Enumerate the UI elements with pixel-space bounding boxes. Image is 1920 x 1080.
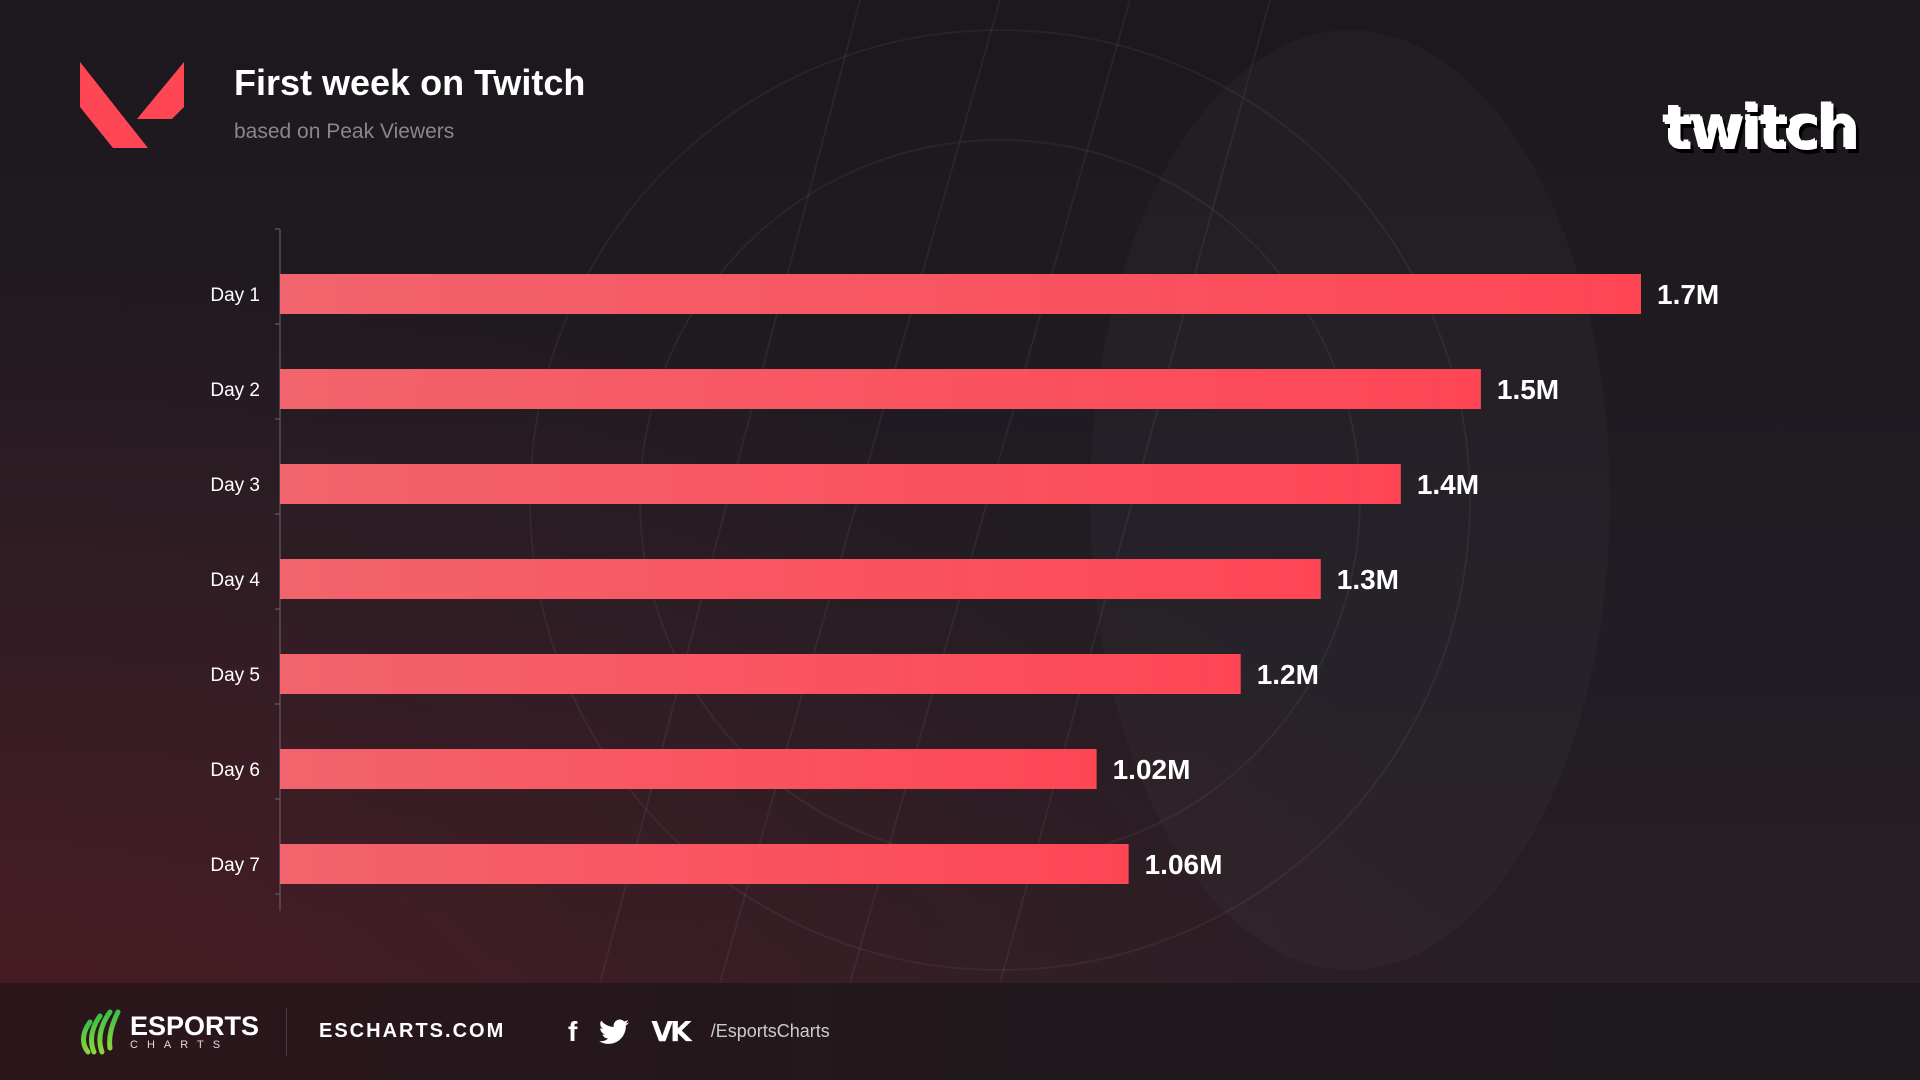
esports-charts-icon (81, 1009, 121, 1054)
vk-icon[interactable]: VK (651, 1015, 691, 1048)
twitch-logo: twitch (1664, 94, 1861, 164)
esports-charts-logo: ESPORTS CHARTS (80, 983, 259, 1080)
bar (280, 559, 1321, 599)
value-label: 1.06M (1145, 849, 1223, 880)
category-label: Day 4 (210, 570, 260, 591)
bar-chart: Day 1 1.7M Day 2 1.5M Day 3 1.4M Day 4 1.3M Day … (210, 228, 1719, 911)
value-label: 1.02M (1113, 754, 1191, 785)
bar (280, 464, 1401, 504)
facebook-icon[interactable]: f (568, 1015, 578, 1047)
bar (280, 844, 1129, 884)
value-label: 1.5M (1497, 374, 1559, 405)
site-link[interactable]: ESCHARTS.COM (319, 1020, 506, 1042)
brand-bottom: CHARTS (130, 1038, 230, 1051)
category-label: Day 1 (210, 285, 260, 306)
bar (280, 749, 1097, 789)
bar (280, 654, 1241, 694)
social-handle[interactable]: /EsportsCharts (710, 1021, 830, 1041)
chart-title: First week on Twitch (234, 62, 586, 103)
value-label: 1.3M (1337, 564, 1399, 595)
footer: ESPORTS CHARTS ESCHARTS.COM f VK /Esport… (0, 983, 1920, 1080)
value-label: 1.4M (1417, 469, 1479, 500)
twitter-icon[interactable] (599, 1018, 630, 1045)
category-label: Day 6 (210, 760, 260, 781)
footer-divider (286, 1008, 287, 1056)
value-label: 1.7M (1657, 279, 1719, 310)
category-label: Day 3 (210, 475, 260, 496)
value-label: 1.2M (1257, 659, 1319, 690)
category-label: Day 2 (210, 380, 260, 401)
chart-subtitle: based on Peak Viewers (234, 120, 455, 143)
bar (280, 369, 1481, 409)
valorant-logo (80, 62, 184, 148)
category-label: Day 5 (210, 665, 260, 686)
category-label: Day 7 (210, 855, 260, 876)
bar (280, 274, 1641, 314)
brand-top: ESPORTS (130, 1010, 260, 1041)
